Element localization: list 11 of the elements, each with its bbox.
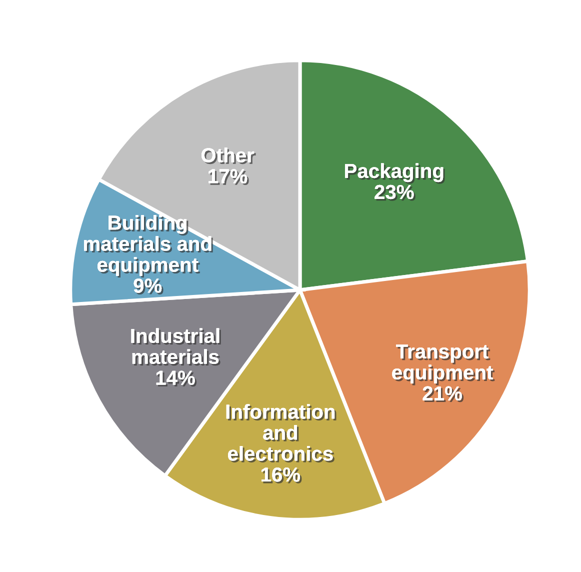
slice-label: Information and electronics (226, 404, 336, 462)
data-label: 17% (208, 169, 249, 185)
slice-label: Transport equipment (392, 344, 495, 386)
data-label: 14% (156, 370, 197, 387)
slice-label: Packaging (345, 163, 445, 184)
slice-label: Industrial materials (131, 328, 221, 366)
slice-label: Other (202, 148, 256, 164)
data-label: 16% (262, 467, 302, 484)
data-label: 23% (374, 184, 416, 201)
data-label: 21% (422, 386, 464, 402)
data-label: 9% (134, 278, 164, 294)
